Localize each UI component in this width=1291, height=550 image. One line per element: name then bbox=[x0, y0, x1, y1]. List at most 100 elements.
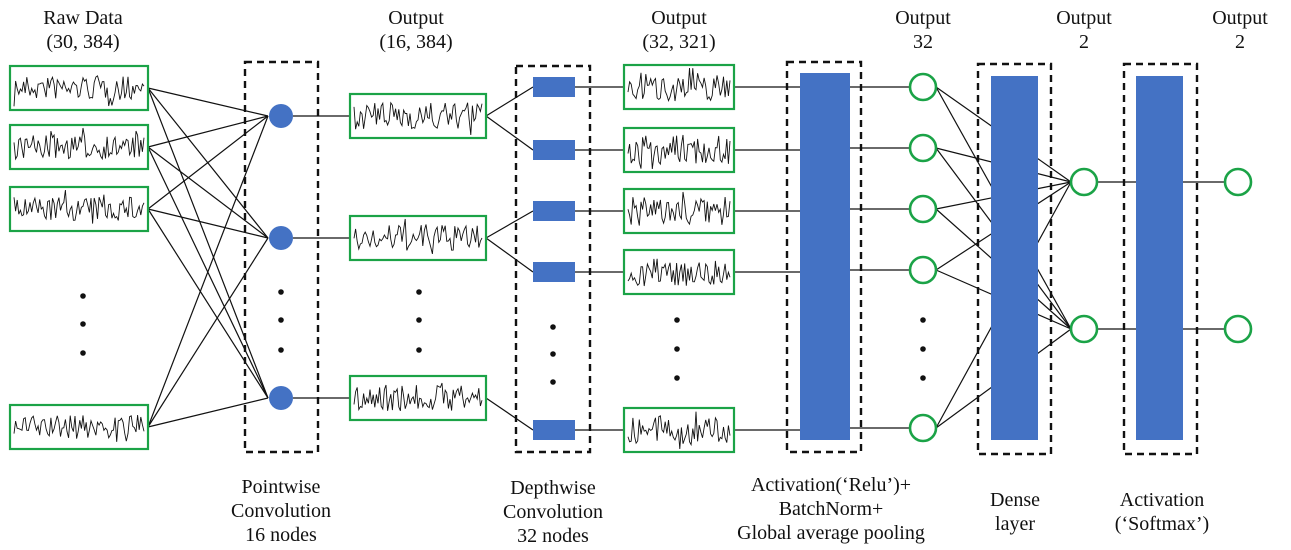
edge-raw2-pw2 bbox=[147, 146, 269, 239]
raw-signal-box-2-frame bbox=[8, 123, 150, 171]
depthwise-conv-line2: Convolution bbox=[502, 501, 604, 523]
edge-raw2-pw1 bbox=[147, 115, 269, 148]
raw-signal-box-4-trace bbox=[13, 415, 145, 442]
pooling-bar bbox=[800, 73, 850, 440]
pointwise-output-shape: (16, 384) bbox=[379, 31, 453, 53]
depthwise-node-1 bbox=[533, 77, 575, 97]
dense-layer-label: Dense layer bbox=[990, 488, 1040, 536]
pooling-output-node-4 bbox=[908, 255, 938, 285]
depthwise-ellipsis-dot-1 bbox=[550, 351, 556, 357]
depthwise-ellipsis bbox=[550, 324, 556, 385]
depthwise-output-box-5-frame bbox=[622, 406, 736, 454]
softmax-output-node-2 bbox=[1223, 314, 1253, 344]
depthwise-node-2 bbox=[533, 140, 575, 160]
depthwise-output-ellipsis-dot-2 bbox=[674, 375, 680, 381]
raw-data-shape: (30, 384) bbox=[46, 31, 120, 53]
depthwise-node-3 bbox=[533, 201, 575, 221]
pooling-output-node-5 bbox=[908, 413, 938, 443]
pooling-output-ellipsis bbox=[920, 317, 926, 381]
pointwise-node-2 bbox=[269, 226, 293, 250]
pointwise-ellipsis bbox=[278, 289, 284, 353]
raw-signal-box-1-frame bbox=[8, 64, 150, 112]
depthwise-conv-line3: 32 nodes bbox=[517, 525, 589, 547]
depthwise-output-box-1-frame bbox=[622, 63, 736, 111]
raw-signal-box-3-trace bbox=[13, 189, 145, 224]
depthwise-output-box-5-trace bbox=[627, 411, 731, 450]
softmax-bar bbox=[1136, 76, 1183, 440]
edge-raw3-pw3 bbox=[147, 208, 269, 399]
depthwise-output-box-1 bbox=[622, 63, 736, 111]
pooling-output-node-3 bbox=[908, 194, 938, 224]
raw-data-ellipsis-dot-0 bbox=[80, 293, 86, 299]
pointwise-conv-label: Pointwise Convolution 16 nodes bbox=[231, 475, 331, 547]
activation-softmax-line2: (‘Softmax’) bbox=[1114, 513, 1210, 535]
raw-signal-box-2 bbox=[8, 123, 150, 171]
activation-softmax-group bbox=[1122, 62, 1199, 456]
pointwise-output-box-3-trace bbox=[353, 382, 483, 412]
activation-softmax-line1: Activation bbox=[1119, 489, 1205, 511]
depthwise-conv-line1: Depthwise bbox=[510, 477, 596, 499]
depthwise-conv-group bbox=[514, 64, 592, 454]
edge-raw3-pw1 bbox=[147, 115, 269, 210]
raw-signal-box-1 bbox=[8, 64, 150, 112]
depthwise-output-box-3 bbox=[622, 187, 736, 235]
depthwise-output-box-2-trace bbox=[627, 134, 731, 170]
edge-po1-dw1 bbox=[485, 86, 534, 117]
ellipses bbox=[80, 289, 926, 385]
depthwise-output-ellipsis-dot-0 bbox=[674, 317, 680, 323]
pointwise-node-3 bbox=[269, 386, 293, 410]
pointwise-output-ellipsis-dot-0 bbox=[416, 289, 422, 295]
activation-relu-group bbox=[785, 60, 863, 454]
raw-signal-box-1-trace bbox=[13, 75, 145, 107]
dense-output-node-2 bbox=[1069, 314, 1099, 344]
edge-raw3-pw2 bbox=[147, 208, 269, 239]
raw-signal-box-3 bbox=[8, 185, 150, 233]
pointwise-conv-group bbox=[243, 60, 320, 454]
raw-signal-box-4 bbox=[8, 403, 150, 451]
pointwise-ellipsis-dot-0 bbox=[278, 289, 284, 295]
dense-layer-line2: layer bbox=[995, 513, 1035, 535]
raw-data-ellipsis-dot-1 bbox=[80, 321, 86, 327]
pooling-output-ellipsis-dot-0 bbox=[920, 317, 926, 323]
activation-softmax-label: Activation (‘Softmax’) bbox=[1115, 488, 1209, 536]
softmax-output-size: 2 bbox=[1235, 31, 1245, 53]
pointwise-output-box-2 bbox=[348, 214, 488, 262]
pooling-output-size: 32 bbox=[913, 31, 933, 53]
dense-output-node-1 bbox=[1069, 167, 1099, 197]
layer-groupings bbox=[243, 60, 1199, 456]
softmax-output-title: Output bbox=[1212, 7, 1268, 29]
pooling-output-ellipsis-dot-2 bbox=[920, 375, 926, 381]
dense-output-size: 2 bbox=[1079, 31, 1089, 53]
edge-raw1-pw1 bbox=[147, 87, 269, 117]
dense-output-label: Output 2 bbox=[1056, 6, 1112, 54]
activation-relu-line1: Activation(‘Relu’)+ bbox=[750, 474, 912, 496]
raw-signal-box-2-trace bbox=[13, 127, 145, 161]
edge-po2-dw4 bbox=[485, 237, 534, 273]
pooling-output-title: Output bbox=[895, 7, 951, 29]
edge-raw4-pw3 bbox=[147, 397, 269, 428]
depthwise-conv-label: Depthwise Convolution 32 nodes bbox=[503, 476, 603, 548]
pooling-output-ellipsis-dot-1 bbox=[920, 346, 926, 352]
dense-output-title: Output bbox=[1056, 7, 1112, 29]
edge-po1-dw2 bbox=[485, 115, 534, 151]
depthwise-output-box-3-trace bbox=[627, 191, 731, 226]
raw-data-title: Raw Data bbox=[43, 7, 123, 29]
dense-group bbox=[976, 62, 1053, 456]
depthwise-output-box-4-frame bbox=[622, 248, 736, 296]
dense-layer-line1: Dense bbox=[990, 489, 1040, 511]
pointwise-node-1 bbox=[269, 104, 293, 128]
depthwise-node-4 bbox=[533, 262, 575, 282]
pointwise-output-ellipsis-dot-1 bbox=[416, 317, 422, 323]
pointwise-output-ellipsis bbox=[416, 289, 422, 353]
depthwise-output-ellipsis bbox=[674, 317, 680, 381]
nodes bbox=[269, 72, 1253, 443]
depthwise-output-box-1-trace bbox=[627, 67, 731, 103]
depthwise-output-shape: (32, 321) bbox=[642, 31, 716, 53]
pointwise-output-box-1-trace bbox=[353, 101, 483, 136]
raw-data-ellipsis-dot-2 bbox=[80, 350, 86, 356]
pointwise-output-box-1-frame bbox=[348, 92, 488, 140]
pointwise-conv-line1: Pointwise bbox=[241, 476, 321, 498]
depthwise-ellipsis-dot-2 bbox=[550, 379, 556, 385]
